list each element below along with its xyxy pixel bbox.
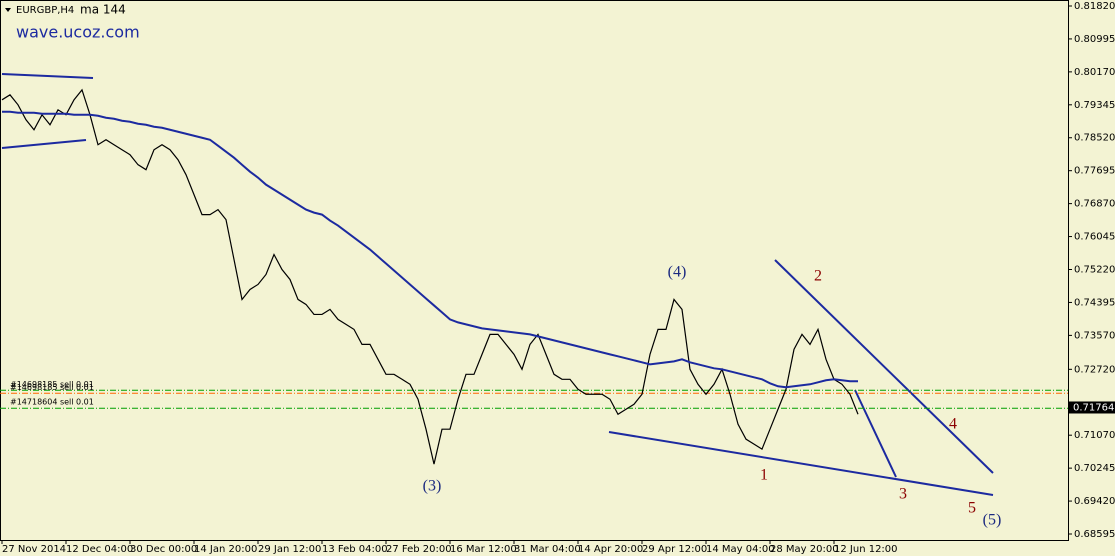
y-tick-label: 0.81820 xyxy=(1074,1,1115,12)
y-tick-label: 0.70245 xyxy=(1074,463,1115,474)
x-tick-label: 13 Feb 04:00 xyxy=(322,544,388,555)
x-tick-label: 31 Mar 04:00 xyxy=(514,544,581,555)
x-tick-label: 12 Dec 04:00 xyxy=(66,544,133,555)
y-tick-label: 0.75220 xyxy=(1074,265,1115,276)
y-tick-label: 0.69420 xyxy=(1074,496,1115,507)
y-tick-label: 0.76870 xyxy=(1074,199,1115,210)
x-tick-label: 12 Jun 12:00 xyxy=(834,544,898,555)
y-tick-label: 0.76045 xyxy=(1074,232,1115,243)
y-tick-label: 0.79345 xyxy=(1074,100,1115,111)
order-label: #14718604 sell 0.01 xyxy=(10,398,94,407)
trend-line xyxy=(774,259,994,474)
y-tick-label: 0.80995 xyxy=(1074,34,1115,45)
plot-frame xyxy=(0,0,1069,541)
wave-label: 4 xyxy=(949,416,957,433)
y-tick-label: 0.80170 xyxy=(1074,67,1115,78)
series-line xyxy=(2,110,858,389)
trend-line xyxy=(1,139,87,149)
wave-label: 1 xyxy=(760,467,768,484)
chart-title: EURGBP,H4 xyxy=(16,5,74,16)
x-tick-label: 28 May 20:00 xyxy=(770,544,839,555)
x-tick-label: 16 Mar 12:00 xyxy=(450,544,517,555)
series-line xyxy=(1,88,859,465)
watermark: wave.ucoz.com xyxy=(16,23,140,42)
x-tick-label: 14 Jan 20:00 xyxy=(194,544,257,555)
order-label: #14698185 sell 0.01 xyxy=(10,380,94,389)
wave-label: (3) xyxy=(423,478,442,495)
x-tick-label: 29 Jan 12:00 xyxy=(258,544,321,555)
wave-label: 2 xyxy=(814,268,822,285)
last-price-box xyxy=(1069,401,1115,414)
x-tick-label: 27 Nov 2014 xyxy=(2,544,66,555)
trend-lines xyxy=(1,73,994,496)
wave-label: (5) xyxy=(983,512,1002,529)
y-tick-label: 0.71070 xyxy=(1074,430,1115,441)
x-tick-label: 30 Dec 00:00 xyxy=(130,544,197,555)
trend-line xyxy=(1,73,94,79)
subtitle: ma 144 xyxy=(80,3,126,17)
trend-line xyxy=(854,389,897,478)
y-tick-label: 0.74395 xyxy=(1074,297,1115,308)
x-tick-label: 14 May 04:00 xyxy=(706,544,775,555)
y-tick-label: 0.73570 xyxy=(1074,330,1115,341)
x-tick-label: 27 Feb 20:00 xyxy=(386,544,452,555)
menu-arrow xyxy=(5,8,11,12)
y-tick-label: 0.78520 xyxy=(1074,133,1115,144)
y-tick-label: 0.77695 xyxy=(1074,166,1115,177)
x-tick-label: 14 Apr 20:00 xyxy=(578,544,643,555)
last-price-label: 0.71764 xyxy=(1073,402,1114,413)
trend-line xyxy=(608,431,994,496)
wave-label: (4) xyxy=(668,264,687,281)
wave-label: 3 xyxy=(899,486,907,503)
y-tick-label: 0.72720 xyxy=(1074,364,1115,375)
y-tick-label: 0.68595 xyxy=(1074,529,1115,540)
order-label: #14698185 sell 0.01 xyxy=(10,383,94,392)
wave-label: 5 xyxy=(968,500,976,517)
x-tick-label: 29 Apr 12:00 xyxy=(642,544,707,555)
